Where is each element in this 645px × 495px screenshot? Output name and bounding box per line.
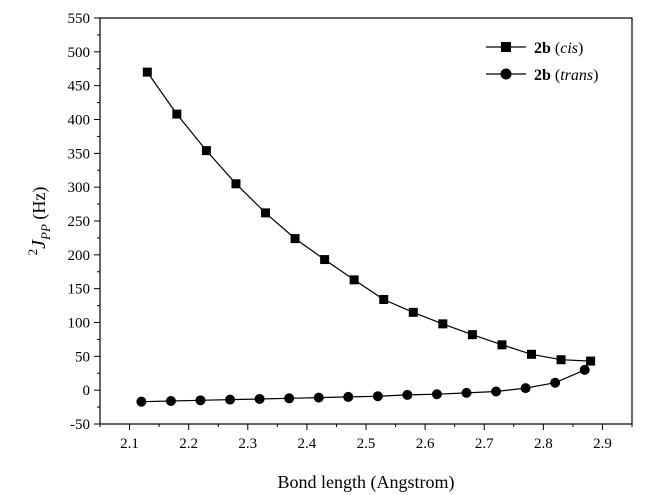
- data-point-circle: [431, 389, 442, 400]
- legend-label-trans: 2b (trans): [534, 67, 598, 84]
- data-point-square: [320, 255, 330, 265]
- data-point-circle: [343, 391, 354, 402]
- data-point-circle: [550, 377, 561, 388]
- y-axis-title-superscript: 2: [25, 249, 40, 256]
- data-point-circle: [491, 386, 502, 397]
- x-tick-label: 2.3: [238, 436, 257, 452]
- x-tick-label: 2.9: [593, 436, 612, 452]
- data-point-square: [379, 294, 389, 304]
- x-tick-label: 2.4: [298, 436, 317, 452]
- y-axis-title-unit: (Hz): [29, 187, 50, 224]
- series-line-0: [146, 71, 591, 362]
- data-point-square: [349, 275, 359, 285]
- y-axis-title: 2JPP (Hz): [25, 187, 53, 256]
- legend-item-trans: 2b (trans): [486, 67, 598, 84]
- data-point-square: [497, 340, 507, 350]
- x-tick-label: 2.7: [475, 436, 494, 452]
- y-axis-title-symbol: J: [28, 239, 50, 249]
- y-tick-label: 400: [68, 113, 91, 129]
- data-point-square: [142, 67, 152, 77]
- y-axis-ticks: -50 0 50 100 150 200 250 300 350 400 450 500 550: [68, 11, 100, 433]
- data-point-square: [261, 208, 271, 218]
- legend: 2b (cis) 2b (trans): [486, 40, 598, 84]
- x-tick-label: 2.8: [534, 436, 553, 452]
- data-point-square: [586, 356, 596, 366]
- y-axis-title-subscript: PP: [38, 224, 53, 241]
- series-layer: [136, 67, 596, 407]
- data-point-circle: [313, 392, 324, 403]
- data-point-circle: [579, 364, 590, 375]
- data-point-circle: [195, 395, 206, 406]
- data-point-square: [438, 319, 448, 329]
- y-tick-label: 200: [68, 248, 91, 264]
- x-tick-label: 2.5: [357, 436, 376, 452]
- x-axis-title: Bond length (Angstrom): [278, 472, 455, 493]
- data-point-circle: [461, 387, 472, 398]
- legend-item-cis: 2b (cis): [486, 40, 583, 57]
- legend-marker-cis: [501, 42, 511, 52]
- legend-label-cis: 2b (cis): [534, 40, 583, 57]
- y-tick-label: 300: [68, 180, 91, 196]
- series-line-1: [141, 369, 585, 403]
- data-point-circle: [225, 394, 236, 405]
- data-point-square: [467, 330, 477, 340]
- legend-marker-trans: [500, 68, 512, 80]
- data-point-square: [231, 179, 241, 189]
- y-tick-label: -50: [70, 417, 90, 433]
- y-tick-label: 350: [68, 146, 91, 162]
- x-tick-label: 2.6: [416, 436, 435, 452]
- y-tick-label: 450: [68, 79, 91, 95]
- x-tick-label: 2.2: [179, 436, 198, 452]
- data-point-square: [527, 349, 537, 359]
- x-axis-ticks: 2.1 2.2 2.3 2.4 2.5 2.6 2.7 2.8 2.9: [99, 424, 633, 452]
- y-tick-label: 150: [68, 282, 91, 298]
- y-tick-label: 550: [68, 11, 91, 27]
- data-point-circle: [284, 393, 295, 404]
- y-tick-label: 50: [75, 349, 90, 365]
- y-tick-label: 100: [68, 316, 91, 332]
- y-tick-label: 500: [68, 45, 91, 61]
- data-point-square: [172, 109, 182, 119]
- data-point-square: [290, 234, 300, 244]
- y-tick-label: 250: [68, 214, 91, 230]
- data-point-square: [408, 307, 418, 317]
- data-point-circle: [136, 396, 147, 407]
- data-point-circle: [372, 391, 383, 402]
- data-point-circle: [165, 395, 176, 406]
- data-point-circle: [520, 383, 531, 394]
- data-point-circle: [402, 389, 413, 400]
- data-point-square: [201, 146, 211, 156]
- data-point-square: [556, 355, 566, 365]
- x-tick-label: 2.1: [120, 436, 139, 452]
- y-tick-label: 0: [83, 383, 91, 399]
- data-point-circle: [254, 393, 265, 404]
